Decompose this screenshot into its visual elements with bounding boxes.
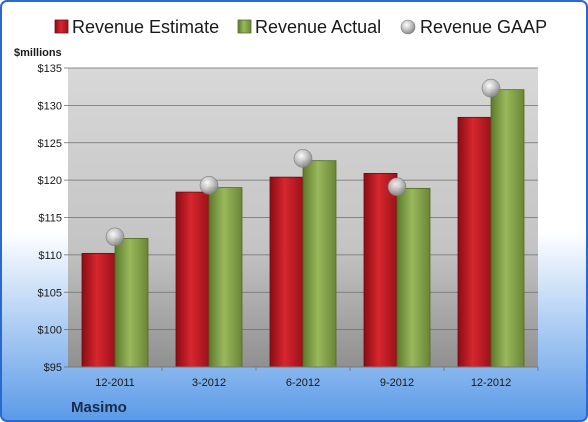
bar-revenue-actual — [396, 187, 431, 368]
y-tick-label: $95 — [44, 362, 62, 374]
x-tick-label: 3-2012 — [192, 377, 226, 389]
y-tick-label: $115 — [38, 213, 62, 225]
bar-revenue-actual — [490, 89, 525, 368]
x-tick-label: 9-2012 — [380, 377, 414, 389]
bar-revenue-estimate — [81, 252, 116, 368]
y-tick-label: $100 — [38, 325, 62, 337]
marker-revenue-gaap — [105, 227, 125, 247]
y-axis-unit-label: $millions — [14, 47, 62, 59]
y-tick-label: $125 — [38, 138, 62, 150]
y-axis: $95 $100 $105 $110 $115 $120 $125 $130 $135 — [38, 63, 68, 374]
x-tick-label: 6-2012 — [286, 377, 320, 389]
bars — [81, 89, 525, 368]
bar-revenue-actual — [208, 187, 243, 368]
y-tick-label: $135 — [38, 63, 62, 75]
marker-revenue-gaap — [293, 149, 313, 168]
x-tick-label: 12-2011 — [95, 377, 135, 389]
bar-revenue-actual — [302, 160, 337, 368]
gaap-markers — [105, 78, 501, 247]
x-axis: 12-2011 3-2012 6-2012 9-2012 12-2012 — [95, 367, 539, 389]
company-name: Masimo — [71, 399, 127, 416]
bar-revenue-estimate — [269, 176, 304, 368]
y-tick-label: $130 — [38, 100, 62, 112]
y-tick-label: $105 — [38, 287, 62, 299]
marker-revenue-gaap — [199, 176, 219, 195]
bar-revenue-estimate — [175, 191, 210, 368]
marker-revenue-gaap — [387, 177, 407, 197]
y-tick-label: $110 — [38, 250, 62, 262]
legend-swatch-estimate — [54, 19, 69, 34]
legend-label-estimate: Revenue Estimate — [72, 17, 219, 37]
legend-label-actual: Revenue Actual — [255, 17, 381, 37]
bar-revenue-estimate — [363, 172, 398, 368]
legend-label-gaap: Revenue GAAP — [420, 17, 547, 37]
legend-swatch-actual — [237, 19, 252, 34]
y-tick-label: $120 — [38, 175, 62, 187]
marker-revenue-gaap — [481, 78, 501, 98]
legend: Revenue Estimate Revenue Actual Revenue … — [54, 17, 547, 37]
legend-marker-gaap — [400, 19, 416, 35]
bar-revenue-estimate — [457, 116, 492, 368]
bar-revenue-actual — [114, 238, 149, 368]
x-tick-label: 12-2012 — [471, 377, 511, 389]
